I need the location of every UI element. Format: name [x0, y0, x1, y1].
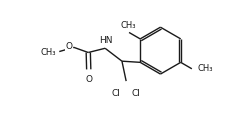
Text: CH₃: CH₃	[198, 64, 213, 73]
Text: CH₃: CH₃	[120, 21, 136, 30]
Text: HN: HN	[99, 36, 113, 45]
Text: Cl: Cl	[132, 89, 140, 98]
Text: CH₃: CH₃	[41, 48, 56, 57]
Text: Cl: Cl	[112, 89, 121, 98]
Text: O: O	[66, 42, 73, 51]
Text: O: O	[85, 75, 92, 84]
